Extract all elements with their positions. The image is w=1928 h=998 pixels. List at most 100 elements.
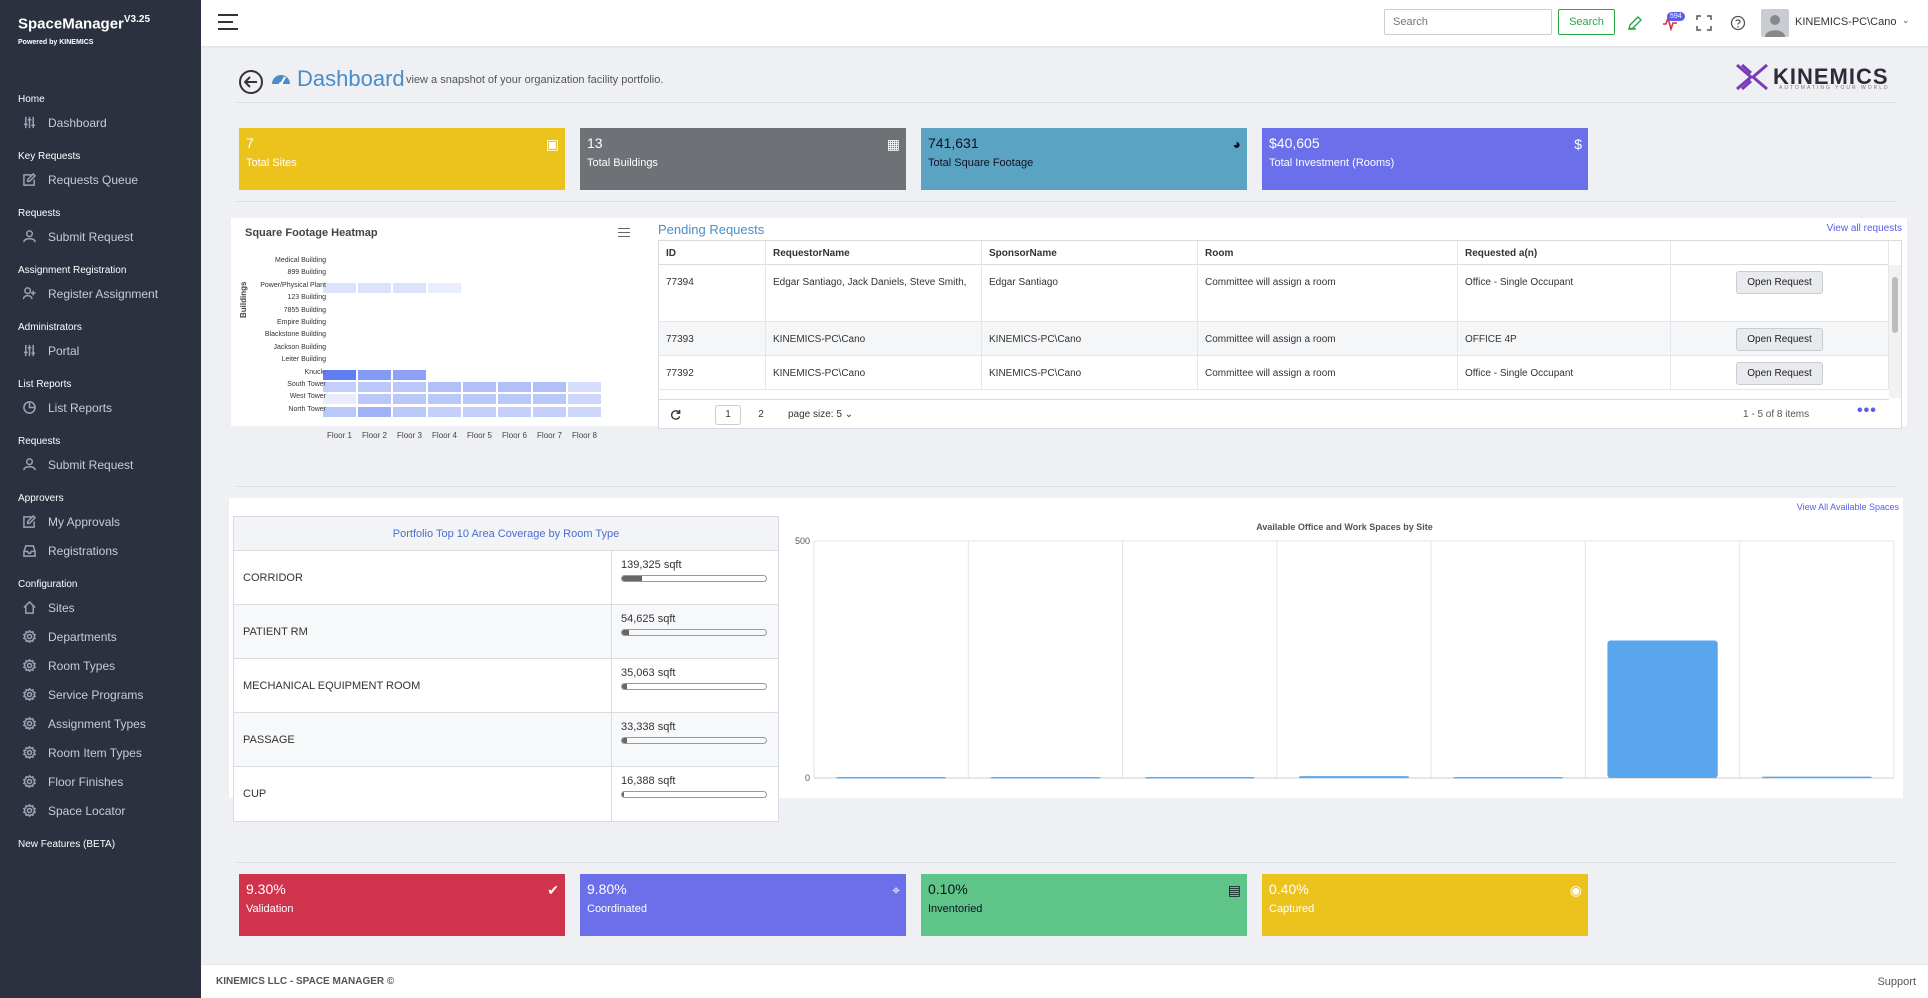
sidebar-item-room-types[interactable]: Room Types (0, 651, 201, 680)
heatmap-cell[interactable] (323, 357, 356, 367)
heatmap-cell[interactable] (533, 345, 566, 355)
heatmap-cell[interactable] (533, 406, 566, 417)
chevron-down-icon[interactable]: ⌄ (1902, 15, 1910, 25)
heatmap-cell[interactable] (323, 282, 356, 293)
heatmap-cell[interactable] (463, 270, 496, 280)
heatmap-cell[interactable] (568, 320, 601, 330)
refresh-icon[interactable] (670, 409, 681, 420)
edit-pen-icon[interactable] (1627, 15, 1643, 31)
heatmap-cell[interactable] (498, 370, 531, 380)
scroll-thumb[interactable] (1892, 277, 1898, 333)
heatmap-cell[interactable] (358, 369, 391, 380)
heatmap-cell[interactable] (498, 406, 531, 417)
back-arrow-icon[interactable] (239, 70, 263, 94)
heatmap-cell[interactable] (428, 370, 461, 380)
grid-column-header[interactable]: Requested a(n) (1458, 241, 1671, 265)
heatmap-cell[interactable] (533, 320, 566, 330)
heatmap-cell[interactable] (393, 332, 426, 342)
fullscreen-icon[interactable] (1696, 15, 1712, 31)
sidebar-item-room-item-types[interactable]: Room Item Types (0, 738, 201, 767)
heatmap-cell[interactable] (533, 357, 566, 367)
heatmap-cell[interactable] (533, 394, 566, 405)
heatmap-cell[interactable] (323, 295, 356, 305)
heatmap-cell[interactable] (393, 345, 426, 355)
heatmap-cell[interactable] (463, 370, 496, 380)
sidebar-item-assignment-types[interactable]: Assignment Types (0, 709, 201, 738)
grid-column-header[interactable] (1671, 241, 1889, 265)
heatmap-cell[interactable] (358, 382, 391, 392)
heatmap-cell[interactable] (358, 406, 391, 417)
heatmap-cell[interactable] (568, 382, 601, 392)
grid-scrollbar[interactable] (1889, 265, 1901, 398)
sidebar-item-submit-request[interactable]: Submit Request (0, 222, 201, 251)
heatmap-cell[interactable] (323, 332, 356, 342)
heatmap-cell[interactable] (463, 308, 496, 318)
heatmap-cell[interactable] (498, 258, 531, 268)
heatmap-cell[interactable] (568, 332, 601, 342)
heatmap-cell[interactable] (498, 308, 531, 318)
sidebar-item-departments[interactable]: Departments (0, 622, 201, 651)
open-request-button[interactable]: Open Request (1736, 362, 1823, 385)
heatmap-cell[interactable] (533, 370, 566, 380)
heatmap-cell[interactable] (393, 270, 426, 280)
heatmap-cell[interactable] (393, 258, 426, 268)
heatmap-cell[interactable] (568, 270, 601, 280)
heatmap-cell[interactable] (568, 345, 601, 355)
heatmap-cell[interactable] (498, 283, 531, 293)
heatmap-cell[interactable] (428, 357, 461, 367)
sidebar-item-register-assignment[interactable]: Register Assignment (0, 279, 201, 308)
open-request-button[interactable]: Open Request (1736, 271, 1823, 294)
heatmap-cell[interactable] (393, 295, 426, 305)
page-size-select[interactable]: page size: 5 ⌄ (788, 409, 853, 420)
heatmap-cell[interactable] (323, 369, 356, 380)
sidebar-item-dashboard[interactable]: Dashboard (0, 108, 201, 137)
heatmap-cell[interactable] (393, 282, 426, 293)
sidebar-item-requests-queue[interactable]: Requests Queue (0, 165, 201, 194)
sidebar-item-registrations[interactable]: Registrations (0, 536, 201, 565)
heatmap-cell[interactable] (358, 270, 391, 280)
heatmap-cell[interactable] (498, 332, 531, 342)
grid-column-header[interactable]: Room (1198, 241, 1458, 265)
heatmap-cell[interactable] (428, 394, 461, 405)
table-row[interactable]: 77394 Edgar Santiago, Jack Daniels, Steve… (659, 265, 1889, 322)
sidebar-item-sites[interactable]: Sites (0, 593, 201, 622)
heatmap-cell[interactable] (533, 258, 566, 268)
heatmap-cell[interactable] (533, 270, 566, 280)
heatmap-cell[interactable] (358, 357, 391, 367)
heatmap-cell[interactable] (533, 308, 566, 318)
sidebar-item-space-locator[interactable]: Space Locator (0, 796, 201, 825)
heatmap-cell[interactable] (428, 345, 461, 355)
heatmap-cell[interactable] (428, 308, 461, 318)
heatmap-cell[interactable] (358, 282, 391, 293)
heatmap-cell[interactable] (358, 345, 391, 355)
heatmap-cell[interactable] (428, 258, 461, 268)
page-button[interactable]: 2 (758, 409, 764, 420)
heatmap-cell[interactable] (393, 369, 426, 380)
heatmap-cell[interactable] (568, 295, 601, 305)
more-options-icon[interactable]: ••• (1857, 402, 1877, 419)
heatmap-cell[interactable] (428, 382, 461, 392)
heatmap-cell[interactable] (533, 382, 566, 392)
sidebar-item-portal[interactable]: Portal (0, 336, 201, 365)
heatmap-cell[interactable] (498, 357, 531, 367)
heatmap-cell[interactable] (463, 382, 496, 392)
heatmap-cell[interactable] (568, 394, 601, 405)
heatmap-cell[interactable] (568, 357, 601, 367)
sidebar-item-list-reports[interactable]: List Reports (0, 393, 201, 422)
support-link[interactable]: Support (1877, 976, 1916, 988)
heatmap-cell[interactable] (323, 308, 356, 318)
heatmap-cell[interactable] (568, 258, 601, 268)
activity-icon[interactable] (1662, 15, 1678, 31)
heatmap-cell[interactable] (323, 382, 356, 392)
heatmap-cell[interactable] (428, 320, 461, 330)
heatmap-cell[interactable] (323, 345, 356, 355)
heatmap-cell[interactable] (463, 295, 496, 305)
table-row[interactable]: 77393 KINEMICS-PC\Cano KINEMICS-PC\Cano Com… (659, 322, 1889, 356)
heatmap-cell[interactable] (323, 406, 356, 417)
heatmap-cell[interactable] (393, 357, 426, 367)
heatmap-cell[interactable] (393, 382, 426, 392)
heatmap-cell[interactable] (393, 406, 426, 417)
heatmap-cell[interactable] (463, 283, 496, 293)
open-request-button[interactable]: Open Request (1736, 328, 1823, 351)
view-all-spaces-link[interactable]: View All Available Spaces (1796, 502, 1899, 512)
